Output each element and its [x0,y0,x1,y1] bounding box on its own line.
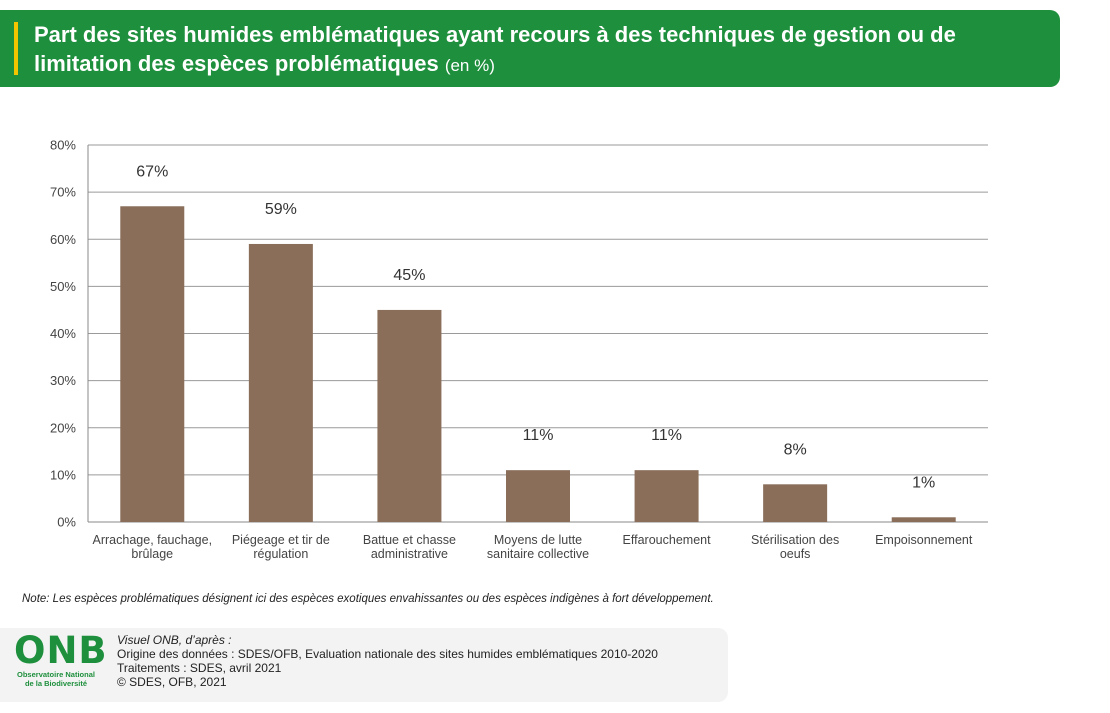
onb-logo: ONB Observatoire National de la Biodiver… [14,629,108,689]
credit-visual: Visuel ONB, d’après : [117,633,232,647]
x-tick-label-line: administrative [371,547,448,561]
y-tick-label: 60% [50,232,76,247]
x-tick-label-line: Moyens de lutte [494,533,582,547]
bar [634,470,699,522]
logo-subtitle-2: de la Biodiversité [24,679,88,688]
x-tick-label-line: Effarouchement [623,533,712,547]
x-tick-label-line: oeufs [780,547,811,561]
bar [377,309,442,522]
credit-origin: Origine des données : SDES/OFB, Evaluati… [117,647,658,661]
bar-chart: 0% 10% 20% 30% 40% 50% 60% 70% 80% 67% Arrachage, … [50,138,988,561]
x-tick-label-line: Stérilisation des [751,533,839,547]
data-label: 67% [136,163,168,180]
x-tick-label-line: sanitaire collective [487,547,589,561]
source-footer: ONB Observatoire National de la Biodiver… [0,628,728,702]
data-label: 45% [393,267,425,284]
x-tick-label: Stérilisation des oeufs [751,533,839,561]
x-tick-label-line: brûlage [131,547,173,561]
source-credits: Visuel ONB, d’après : Origine des donnée… [117,633,658,689]
bar [763,484,828,522]
y-tick-label: 50% [50,279,76,294]
y-tick-label: 80% [50,138,76,153]
y-tick-label: 0% [57,515,76,530]
y-tick-label: 30% [50,373,76,388]
x-tick-label-line: Arrachage, fauchage, [93,533,213,547]
x-tick-label-line: régulation [253,547,308,561]
chart-note: Note: Les espèces problématiques désigne… [22,593,714,605]
data-label: 11% [651,427,682,444]
x-tick-label: Effarouchement [623,533,712,547]
logo-subtitle-1: Observatoire National [17,670,95,679]
x-tick-label-line: Battue et chasse [363,533,456,547]
x-tick-label-line: Piégeage et tir de [232,533,330,547]
chart-title-text: Part des sites humides emblématiques aya… [34,22,956,76]
chart-header: Part des sites humides emblématiques aya… [0,10,1060,87]
x-tick-label: Battue et chasse administrative [363,533,456,561]
x-tick-label-line: Empoisonnement [875,533,973,547]
x-tick-label: Empoisonnement [875,533,973,547]
data-label: 1% [912,474,935,491]
bar [891,517,956,522]
x-tick-label: Moyens de lutte sanitaire collective [487,533,589,561]
bar [120,206,185,522]
credit-copyright: © SDES, OFB, 2021 [117,675,227,689]
data-label: 11% [523,427,554,444]
y-tick-label: 70% [50,185,76,200]
header-accent-bar [14,22,18,75]
y-tick-label: 40% [50,326,76,341]
credit-processing: Traitements : SDES, avril 2021 [117,661,282,675]
bar [248,243,313,522]
chart-title: Part des sites humides emblématiques aya… [34,20,1044,80]
x-tick-label: Arrachage, fauchage, brûlage [93,533,213,561]
y-tick-label: 10% [50,467,76,482]
bar [506,470,570,522]
logo-text: ONB [14,629,108,672]
x-tick-label: Piégeage et tir de régulation [232,533,330,561]
chart-unit: (en %) [444,56,495,75]
y-tick-label: 20% [50,420,76,435]
data-label: 8% [784,441,807,458]
data-label: 59% [265,201,297,218]
